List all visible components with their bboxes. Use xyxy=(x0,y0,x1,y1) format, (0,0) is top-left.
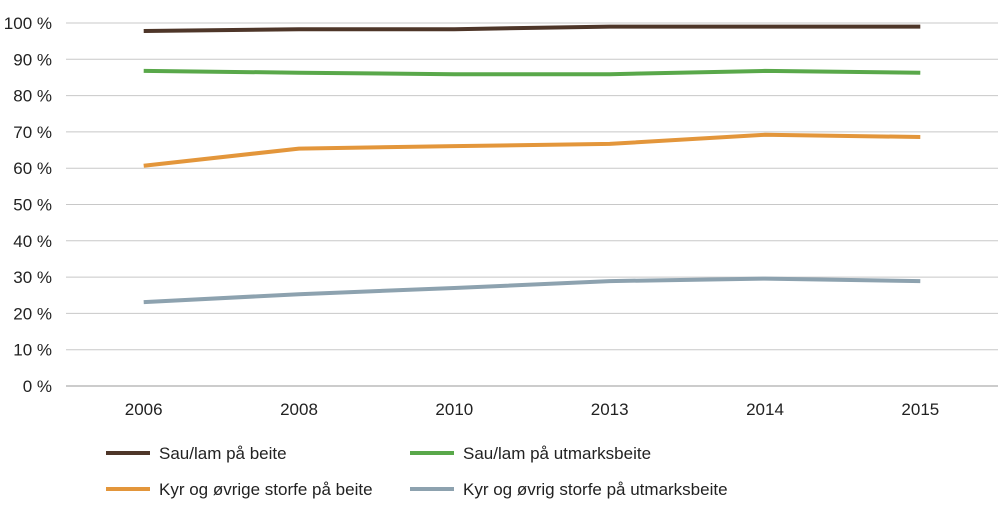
x-tick-label: 2010 xyxy=(435,400,473,419)
y-tick-label: 0 % xyxy=(23,377,52,396)
x-tick-label: 2015 xyxy=(901,400,939,419)
x-tick-label: 2006 xyxy=(125,400,163,419)
legend: Sau/lam på beite Sau/lam på utmarksbeite K… xyxy=(106,444,728,499)
legend-label-2: Sau/lam på utmarksbeite xyxy=(463,444,651,463)
y-tick-label: 90 % xyxy=(13,50,52,69)
legend-label-4: Kyr og øvrig storfe på utmarksbeite xyxy=(463,480,728,499)
x-axis-ticks: 2006 2008 2010 2013 2014 2015 xyxy=(125,400,939,419)
series-line-1 xyxy=(143,24,921,33)
y-tick-label: 40 % xyxy=(13,232,52,251)
x-tick-label: 2008 xyxy=(280,400,318,419)
y-tick-label: 30 % xyxy=(13,268,52,287)
gridlines xyxy=(66,22,998,387)
y-tick-label: 80 % xyxy=(13,87,52,106)
x-tick-label: 2013 xyxy=(591,400,629,419)
legend-label-1: Sau/lam på beite xyxy=(159,444,287,463)
series-lines xyxy=(143,24,921,305)
y-tick-label: 60 % xyxy=(13,159,52,178)
y-axis-ticks: 0 % 10 % 20 % 30 % 40 % 50 % 60 % 70 % 80 % 90 % 1… xyxy=(4,14,52,396)
y-tick-label: 50 % xyxy=(13,196,52,215)
y-tick-label: 20 % xyxy=(13,304,52,323)
series-line-4 xyxy=(143,276,921,305)
legend-label-3: Kyr og øvrige storfe på beite xyxy=(159,480,373,499)
y-tick-label: 10 % xyxy=(13,341,52,360)
y-tick-label: 100 % xyxy=(4,14,52,33)
series-line-3 xyxy=(143,132,921,168)
y-tick-label: 70 % xyxy=(13,123,52,142)
series-line-2 xyxy=(143,68,921,77)
x-tick-label: 2014 xyxy=(746,400,784,419)
